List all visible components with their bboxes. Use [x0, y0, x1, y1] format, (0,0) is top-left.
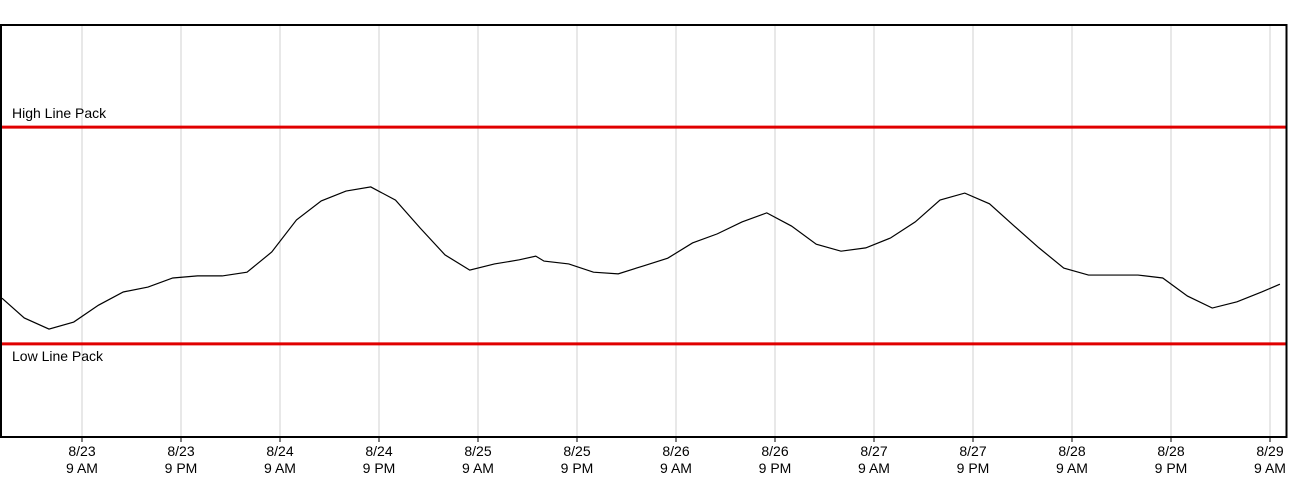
x-tick-label: 8/28 9 AM	[1056, 443, 1088, 476]
x-tick-label-line: 8/25	[563, 443, 590, 459]
x-tick-label-line: 8/28	[1157, 443, 1184, 459]
x-tick-label-line: 8/25	[464, 443, 491, 459]
x-tick-label: 8/23 9 AM	[66, 443, 98, 476]
x-tick-label-line: 9 AM	[660, 460, 692, 476]
x-tick-label: 8/26 9 PM	[759, 443, 792, 476]
x-tick-label-line: 9 AM	[66, 460, 98, 476]
x-tick-label: 8/24 9 AM	[264, 443, 296, 476]
x-tick-label-line: 9 PM	[561, 460, 594, 476]
x-tick-label: 8/24 9 PM	[363, 443, 396, 476]
x-tick-label: 8/25 9 AM	[462, 443, 494, 476]
x-tick-label: 8/27 9 PM	[957, 443, 990, 476]
x-tick-label-line: 9 PM	[957, 460, 990, 476]
x-tick-label-line: 8/26	[662, 443, 689, 459]
x-tick-label-line: 8/26	[761, 443, 788, 459]
x-tick-label: 8/27 9 AM	[858, 443, 890, 476]
x-tick-label-line: 8/27	[959, 443, 986, 459]
x-tick-label-line: 9 AM	[858, 460, 890, 476]
x-tick-label-line: 9 AM	[264, 460, 296, 476]
x-tick-label: 8/23 9 PM	[165, 443, 198, 476]
x-tick-label-line: 8/23	[167, 443, 194, 459]
reference-label: Low Line Pack	[12, 348, 104, 364]
x-tick-label-line: 9 AM	[462, 460, 494, 476]
x-tick-label-line: 8/24	[365, 443, 392, 459]
x-tick-label-line: 8/23	[68, 443, 95, 459]
x-tick-label-line: 8/24	[266, 443, 293, 459]
x-tick-label: 8/28 9 PM	[1155, 443, 1188, 476]
plot-frame	[0, 24, 1288, 438]
x-tick-label-line: 8/29	[1256, 443, 1283, 459]
x-tick-label-line: 9 PM	[363, 460, 396, 476]
x-tick-label-line: 9 AM	[1254, 460, 1286, 476]
x-tick-label-line: 9 PM	[165, 460, 198, 476]
reference-label: High Line Pack	[12, 105, 107, 121]
x-tick-label-line: 9 PM	[759, 460, 792, 476]
line-series	[1, 186, 1281, 330]
x-tick-label: 8/26 9 AM	[660, 443, 692, 476]
x-tick-label-line: 9 PM	[1155, 460, 1188, 476]
x-tick-label-line: 8/27	[860, 443, 887, 459]
x-tick-label: 8/29 9 AM	[1254, 443, 1286, 476]
x-tick-label-line: 9 AM	[1056, 460, 1088, 476]
x-tick-label-line: 8/28	[1058, 443, 1085, 459]
x-tick-label: 8/25 9 PM	[561, 443, 594, 476]
